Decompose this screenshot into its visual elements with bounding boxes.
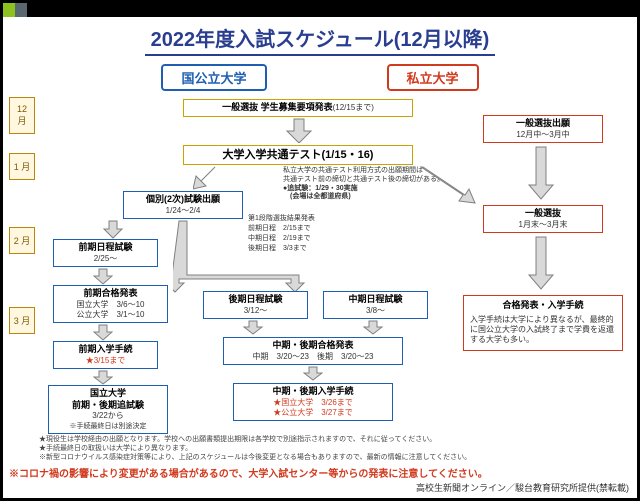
arrow-down-icon: [363, 319, 383, 335]
kouki-t: 後期日程試験: [208, 294, 303, 306]
tsui-t2: 前期・後期追試験: [53, 400, 163, 412]
zenki-shiken-t: 前期日程試験: [58, 242, 153, 254]
box-chuki-shiken: 中期日程試験 3/8～: [323, 291, 428, 319]
box-boshu: 一般選抜 学生募集要項発表(12/15まで): [183, 99, 413, 117]
tsui-s1: 3/22から: [53, 411, 163, 421]
arrow-down-icon: [93, 267, 113, 285]
box-priv-goukaku: 合格発表・入学手続 入学手続は大学により異なるが、最終的に国公立大学の入試終了ま…: [463, 295, 623, 351]
zenki-nyugaku-s: ★3/15まで: [58, 356, 153, 366]
zenki-goukaku-l1: 国立大学 3/6～10: [58, 300, 163, 310]
arrow-long-down-icon: [173, 219, 313, 293]
p-goukaku-t: 合格発表・入学手続: [470, 300, 616, 312]
p-senbatsu-t: 一般選抜: [488, 208, 598, 220]
kouki-s: 3/12～: [208, 306, 303, 316]
ck-nyugaku-l1: ★国立大学 3/26まで: [238, 398, 388, 408]
header-public: 国公立大学: [161, 64, 266, 91]
arrow-diag-right-icon: [417, 163, 477, 209]
arrow-down-icon: [93, 323, 113, 341]
zenki-shiken-s: 2/25～: [58, 254, 153, 264]
page: 2022年度入試スケジュール(12月以降) 国公立大学 私立大学 12 月 1 …: [0, 0, 640, 501]
tsui-s2: ※手続最終日は別途決定: [53, 422, 163, 431]
header-private: 私立大学: [387, 64, 479, 91]
tsui-t: 国立大学: [53, 388, 163, 400]
page-title: 2022年度入試スケジュール(12月以降): [145, 23, 496, 56]
footer-n2: ★手続最終日の取扱いは大学により異なります。: [39, 444, 629, 453]
accent-gray: [15, 3, 27, 17]
box-zenki-goukaku: 前期合格発表 国立大学 3/6～10 公立大学 3/1～10: [53, 285, 168, 323]
month-3: 3 月: [9, 307, 35, 334]
diagram-canvas: 12 月 1 月 2 月 3 月 一般選抜 学生募集要項発表(12/15まで) …: [3, 91, 637, 471]
top-bar: [3, 3, 637, 17]
month-2: 2 月: [9, 227, 35, 254]
arrow-diag-left-icon: [193, 165, 223, 193]
p-goukaku-d: 入学手続は大学により異なるが、最終的に国公立大学の入試終了まで学費を返還する大学…: [470, 315, 616, 346]
zenki-goukaku-t: 前期合格発表: [58, 288, 163, 300]
arrow-down-icon: [93, 369, 113, 385]
ck-goukaku-t: 中期・後期合格発表: [228, 340, 398, 352]
arrow-down-icon: [243, 319, 263, 335]
month-1: 1 月: [9, 153, 35, 180]
title-wrap: 2022年度入試スケジュール(12月以降): [3, 17, 637, 58]
arrow-down-icon: [286, 117, 312, 143]
arrow-down-icon: [303, 365, 323, 381]
accent-green: [3, 3, 15, 17]
p-senbatsu-s: 1月末～3月末: [488, 220, 598, 230]
month-12: 12 月: [9, 97, 35, 134]
box-tsui-shiken: 国立大学 前期・後期追試験 3/22から ※手続最終日は別途決定: [48, 385, 168, 434]
ck-nyugaku-l2: ★公立大学 3/27まで: [238, 408, 388, 418]
boshu-sub: (12/15まで): [333, 103, 374, 112]
box-zenki-nyugaku: 前期入学手続 ★3/15まで: [53, 341, 158, 369]
footer-n3: ※新型コロナウイルス感染症対策等により、上記のスケジュールは今後変更となる場合も…: [39, 453, 629, 462]
box-kobetsu: 個別(2次)試験出願 1/24～2/4: [123, 191, 243, 219]
footer-notes: ★現役生は学校経由の出願となります。学校への出願書類提出期限は各学校で別途指示さ…: [39, 435, 629, 462]
box-kouki-shiken: 後期日程試験 3/12～: [203, 291, 308, 319]
ck-nyugaku-t: 中期・後期入学手続: [238, 386, 388, 398]
warning-text: ※コロナ禍の影響により変更がある場合があるので、大学入試センター等からの発表に注…: [9, 465, 488, 480]
ck-goukaku-s: 中期 3/20～23 後期 3/20～23: [228, 352, 398, 362]
arrow-down-icon: [528, 145, 554, 201]
arrow-down-icon: [103, 219, 123, 239]
chuki-t: 中期日程試験: [328, 294, 423, 306]
box-ck-goukaku: 中期・後期合格発表 中期 3/20～23 後期 3/20～23: [223, 337, 403, 365]
box-ck-nyugaku: 中期・後期入学手続 ★国立大学 3/26まで ★公立大学 3/27まで: [233, 383, 393, 421]
kobetsu-s: 1/24～2/4: [128, 206, 238, 216]
credit-text: 高校生新聞オンライン／駿台教育研究所提供(禁転載): [416, 481, 629, 494]
box-priv-shutsugan: 一般選抜出願 12月中～3月中: [483, 115, 603, 143]
zenki-goukaku-l2: 公立大学 3/1～10: [58, 310, 163, 320]
zenki-nyugaku-t: 前期入学手続: [58, 344, 153, 356]
chuki-s: 3/8～: [328, 306, 423, 316]
kobetsu-t: 個別(2次)試験出願: [128, 194, 238, 206]
footer-n1: ★現役生は学校経由の出願となります。学校への出願書類提出期限は各学校で別途指示さ…: [39, 435, 629, 444]
arrow-down-icon: [528, 235, 554, 291]
box-zenki-shiken: 前期日程試験 2/25～: [53, 239, 158, 267]
header-row: 国公立大学 私立大学: [3, 64, 637, 91]
p-shutsugan-t: 一般選抜出願: [488, 118, 598, 130]
box-kyotsu: 大学入学共通テスト(1/15・16): [183, 145, 413, 165]
p-shutsugan-s: 12月中～3月中: [488, 130, 598, 140]
box-priv-senbatsu: 一般選抜 1月末～3月末: [483, 205, 603, 233]
boshu-title: 一般選抜 学生募集要項発表: [222, 102, 333, 112]
